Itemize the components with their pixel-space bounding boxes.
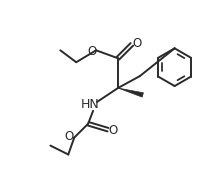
Polygon shape [118, 88, 143, 97]
Text: O: O [65, 130, 74, 143]
Text: O: O [87, 45, 97, 58]
Text: O: O [108, 124, 118, 137]
Text: HN: HN [81, 98, 99, 111]
Text: O: O [132, 37, 141, 50]
